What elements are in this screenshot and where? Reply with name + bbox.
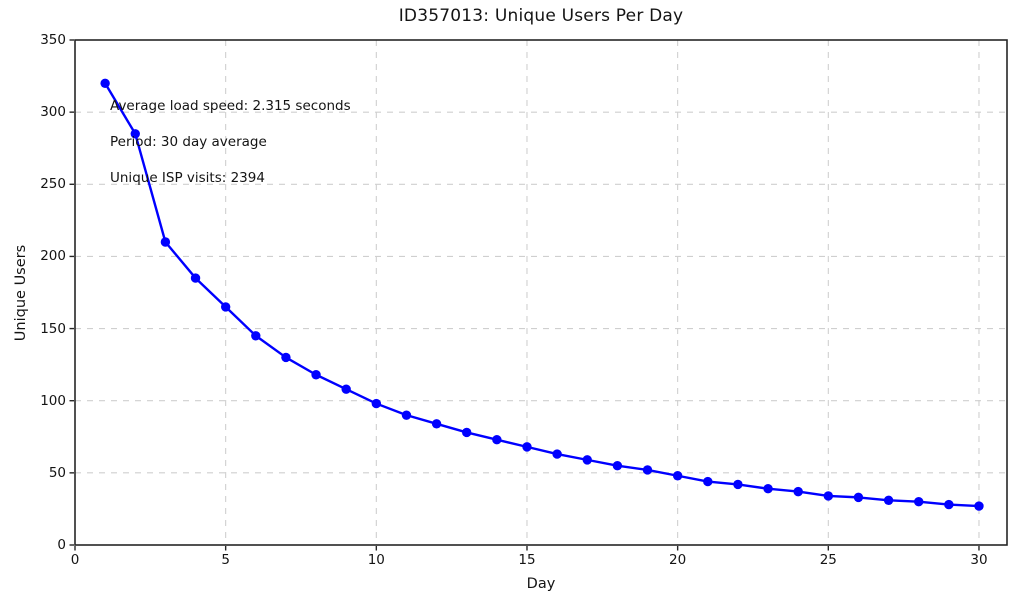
data-point-day-30 — [974, 501, 984, 511]
data-point-day-25 — [823, 491, 834, 501]
data-point-day-1 — [100, 78, 110, 88]
data-point-day-19 — [642, 465, 653, 475]
y-tick-label-200: 200 — [40, 248, 66, 265]
data-point-day-7 — [281, 352, 291, 363]
data-point-day-16 — [552, 449, 562, 459]
data-point-day-10 — [371, 398, 382, 409]
data-point-day-5 — [220, 302, 231, 312]
annotation-load-speed: Average load speed: 2.315 seconds — [110, 98, 351, 114]
data-point-day-6 — [251, 331, 261, 341]
data-point-day-26 — [853, 492, 864, 503]
data-point-day-14 — [492, 434, 502, 445]
annotation-isp-visits: Unique ISP visits: 2394 — [110, 170, 265, 186]
data-point-day-23 — [763, 484, 773, 494]
y-tick-label-100: 100 — [40, 392, 66, 409]
chart-title: ID357013: Unique Users Per Day — [398, 6, 684, 26]
y-tick-label-300: 300 — [40, 104, 66, 121]
x-axis-label: Day — [526, 576, 556, 592]
x-tick-label-10: 10 — [367, 552, 385, 568]
data-point-day-18 — [612, 460, 623, 471]
data-point-day-8 — [311, 370, 321, 380]
data-point-day-27 — [883, 495, 894, 505]
data-point-day-29 — [944, 499, 954, 510]
y-tick-label-50: 50 — [48, 464, 66, 481]
x-tick-label-0: 0 — [70, 552, 80, 568]
data-point-day-11 — [401, 410, 412, 420]
x-tick-label-5: 5 — [221, 552, 230, 568]
x-tick-label-15: 15 — [518, 552, 536, 568]
line-series-unique-users — [103, 82, 981, 508]
data-point-day-21 — [703, 476, 713, 487]
y-tick-label-350: 350 — [40, 32, 66, 48]
y-tick-label-0: 0 — [57, 537, 66, 553]
data-point-day-22 — [733, 479, 743, 490]
data-point-day-15 — [522, 442, 532, 452]
plot-border — [74, 39, 1008, 546]
data-point-day-3 — [160, 237, 171, 247]
data-point-day-2 — [130, 129, 140, 139]
data-point-day-17 — [582, 455, 592, 465]
data-point-day-12 — [431, 419, 442, 429]
data-point-day-28 — [914, 497, 924, 507]
data-point-day-4 — [190, 273, 201, 283]
x-tick-label-20: 20 — [669, 552, 687, 568]
y-tick-label-250: 250 — [40, 176, 66, 193]
data-point-day-13 — [462, 427, 472, 438]
data-point-day-9 — [341, 384, 351, 394]
x-tick-label-30: 30 — [970, 552, 988, 568]
annotation-period: Period: 30 day average — [110, 134, 267, 150]
data-point-day-24 — [793, 486, 803, 497]
data-point-day-20 — [672, 471, 683, 481]
x-tick-label-25: 25 — [819, 552, 837, 568]
y-tick-label-150: 150 — [40, 320, 66, 337]
